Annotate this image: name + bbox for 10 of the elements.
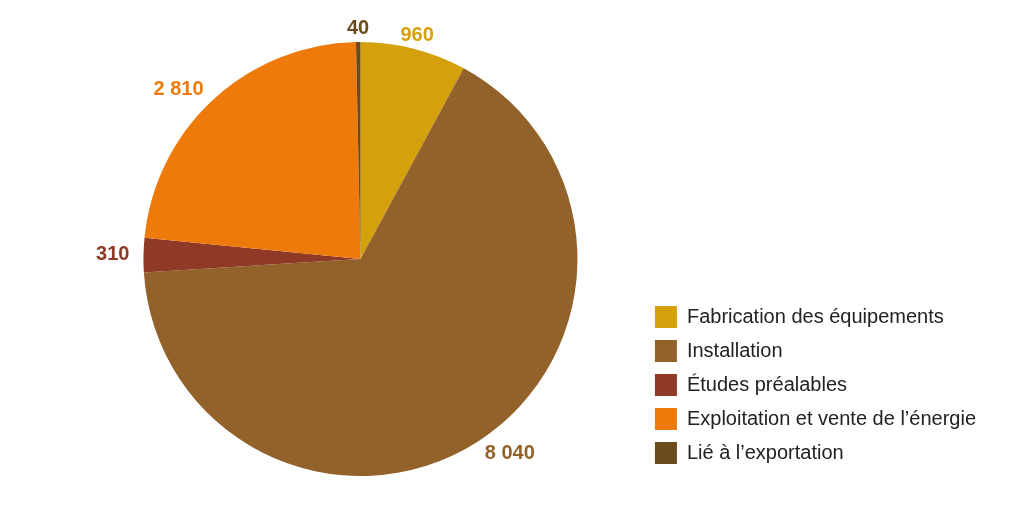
data-label: 8 040 bbox=[484, 441, 535, 464]
data-label: 2 810 bbox=[153, 76, 204, 99]
legend-label: Études préalables bbox=[686, 372, 848, 395]
data-label: 960 bbox=[400, 22, 434, 45]
legend-label: Installation bbox=[686, 338, 783, 361]
data-label: 310 bbox=[96, 242, 130, 265]
data-label: 40 bbox=[346, 15, 370, 38]
legend-label: Fabrication des équipements bbox=[686, 304, 944, 327]
legend-label: Lié à l’exportation bbox=[686, 440, 844, 463]
legend-label: Exploitation et vente de l’énergie bbox=[686, 406, 977, 429]
